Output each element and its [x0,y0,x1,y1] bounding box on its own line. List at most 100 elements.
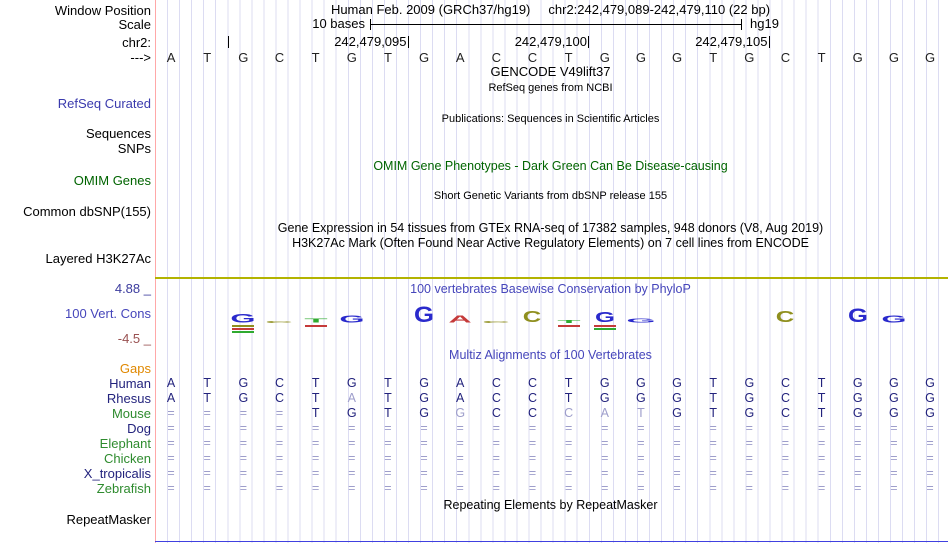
conservation-track-title[interactable]: 100 vertebrates Basewise Conservation by… [410,282,691,296]
repeatmasker-label[interactable]: RepeatMasker [66,511,151,527]
conservation-letter: G [594,309,615,327]
omim-track-title[interactable]: OMIM Gene Phenotypes - Dark Green Can Be… [373,159,728,173]
alignment-cell: = [384,466,392,480]
h3k27ac-label[interactable]: Layered H3K27Ac [45,250,151,266]
alignment-cell: = [709,466,717,480]
h3k27ac-baseline [155,277,948,279]
conservation-glyph-col9: A [445,314,475,324]
species-label-gaps[interactable]: Gaps [119,361,151,376]
repeatmasker-track-title[interactable]: Repeating Elements by RepeatMasker [443,498,658,512]
alignment-cell: T [564,376,573,390]
alignment-cell: = [384,481,392,495]
alignment-cell: = [311,421,320,435]
conservation-sub-mark [232,331,255,333]
alignment-cell: G [672,406,682,420]
conservation-label[interactable]: 100 Vert. Cons [65,305,151,321]
refseq-curated-label[interactable]: RefSeq Curated [57,95,151,111]
conservation-glyph-col13: G [590,311,620,330]
alignment-cell: A [166,376,176,390]
multiz-track-title[interactable]: Multiz Alignments of 100 Vertebrates [449,348,652,362]
alignment-cell: = [384,451,392,465]
alignment-cell: = [420,451,428,465]
species-label-elephant[interactable]: Elephant [99,436,151,451]
alignment-cell: = [601,421,609,435]
alignment-cell: = [239,481,247,495]
alignment-cell: = [564,466,573,480]
alignment-cell: = [745,451,753,465]
alignment-cell: = [709,436,717,450]
alignment-cell: = [781,421,790,435]
alignment-cell: = [673,451,681,465]
alignment-cell: G [419,376,429,390]
species-label-chicken[interactable]: Chicken [104,451,151,466]
alignment-cell: = [673,481,681,495]
gencode-track-title[interactable]: GENCODE V49lift37 [490,64,611,79]
alignment-cell: = [167,406,175,420]
alignment-cell: T [203,376,212,390]
coordinate-tick [407,36,409,48]
coordinate-label: 242,479,105 [695,34,768,49]
conservation-letter: C [482,320,510,324]
alignment-cell: G [925,406,935,420]
alignment-cell: = [167,436,175,450]
alignment-cell: = [528,481,537,495]
alignment-cell: C [491,376,501,390]
conservation-glyph-col5: T [301,318,331,327]
sequence-base-6: G [346,50,357,65]
snps-label[interactable]: SNPs [117,140,151,156]
omim-genes-label[interactable]: OMIM Genes [73,172,151,188]
sequence-base-1: A [166,50,176,65]
sequence-base-10: C [491,50,502,65]
species-label-x_tropicalis[interactable]: X_tropicalis [83,466,151,481]
alignment-cell: = [528,466,537,480]
conservation-letter: G [414,303,434,328]
conservation-letter: T [303,317,328,325]
alignment-cell: T [709,406,717,420]
species-label-human[interactable]: Human [109,376,151,391]
alignment-cell: = [926,466,934,480]
alignment-cell: = [854,466,862,480]
species-label-mouse[interactable]: Mouse [111,406,151,421]
coordinate-label: 242,479,100 [514,34,587,49]
sequence-base-19: T [817,50,826,65]
conservation-glyph-col12: T [554,319,584,327]
conservation-letter: G [339,313,365,326]
species-label-zebrafish[interactable]: Zebrafish [96,481,151,496]
base-position-guidelines [167,0,948,543]
alignment-cell: = [492,436,500,450]
alignment-cell: = [745,481,753,495]
sequence-base-22: G [924,50,936,65]
alignment-cell: = [384,421,392,435]
alignment-cell: T [817,406,826,420]
h3k27ac-track-title[interactable]: H3K27Ac Mark (Often Found Near Active Re… [292,236,809,250]
alignment-cell: = [926,481,934,495]
alignment-cell: = [926,421,934,435]
alignment-cell: G [346,376,357,390]
species-label-rhesus[interactable]: Rhesus [106,391,151,406]
chromosome-label: chr2: [122,34,151,50]
alignment-cell: A [456,376,465,390]
dbsnp-label[interactable]: Common dbSNP(155) [23,203,151,219]
species-label-dog[interactable]: Dog [127,421,151,436]
alignment-cell: = [817,481,826,495]
gtex-track-title[interactable]: Gene Expression in 54 tissues from GTEx … [277,221,824,235]
alignment-cell: = [854,481,862,495]
sequences-label[interactable]: Sequences [85,125,151,141]
alignment-cell: A [166,391,176,405]
assembly-short-label: hg19 [750,16,779,31]
alignment-row-chicken: = = = = = = = = = = = = = = = = = = = = = = [153,451,948,466]
gencode-track-subtitle[interactable]: RefSeq genes from NCBI [488,82,613,94]
publications-track-title[interactable]: Publications: Sequences in Scientific Ar… [441,113,660,125]
dbsnp-track-title[interactable]: Short Genetic Variants from dbSNP releas… [433,190,668,202]
alignment-cell: = [275,451,284,465]
alignment-cell: = [817,436,826,450]
alignment-cell: A [347,391,356,405]
alignment-cell: = [890,481,898,495]
alignment-cell: G [889,406,899,420]
alignment-cell: = [420,466,428,480]
sequence-base-4: C [274,50,285,65]
alignment-cell: = [817,466,826,480]
alignment-cell: = [203,481,211,495]
